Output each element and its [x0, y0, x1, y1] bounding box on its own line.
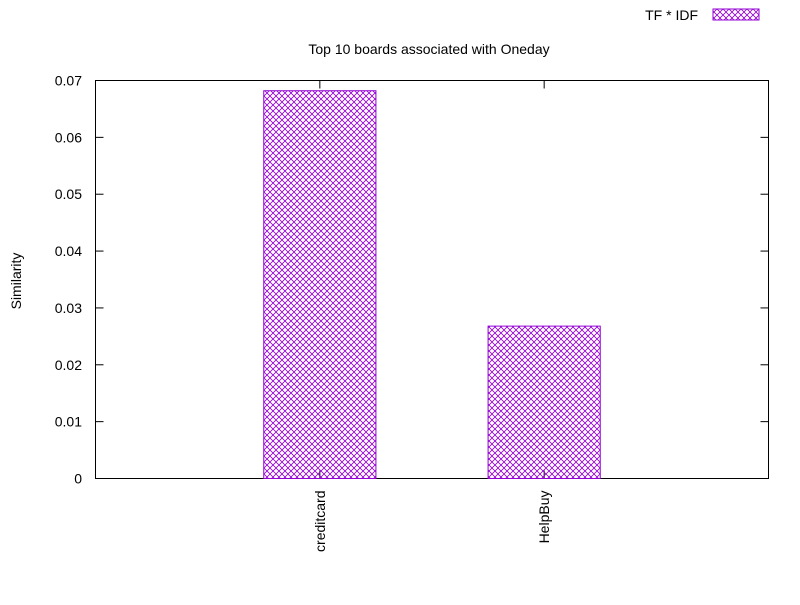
plot-frame	[95, 80, 769, 479]
x-tick-label: HelpBuy	[536, 491, 552, 544]
chart-title: Top 10 boards associated with Oneday	[308, 41, 549, 57]
y-tick-label: 0	[74, 471, 82, 487]
y-tick-label: 0.01	[55, 414, 82, 430]
legend: TF * IDF	[645, 7, 760, 23]
y-axis-label: Similarity	[8, 253, 24, 310]
y-tick-label: 0.04	[55, 243, 82, 259]
y-tick-label: 0.06	[55, 129, 82, 145]
y-tick-label: 0.02	[55, 357, 82, 373]
y-tick-label: 0.07	[55, 73, 82, 89]
y-tick-label: 0.05	[55, 186, 82, 202]
bar-creditcard	[263, 90, 377, 479]
x-axis: creditcard HelpBuy	[312, 80, 552, 552]
bars	[263, 90, 601, 479]
x-tick-label: creditcard	[312, 491, 328, 552]
bar-helpbuy	[487, 325, 601, 479]
y-tick-label: 0.03	[55, 300, 82, 316]
y-axis: 0 0.01 0.02 0.03 0.04 0.05 0.06 0.07	[55, 73, 769, 487]
legend-label: TF * IDF	[645, 7, 698, 23]
legend-swatch	[712, 8, 760, 21]
